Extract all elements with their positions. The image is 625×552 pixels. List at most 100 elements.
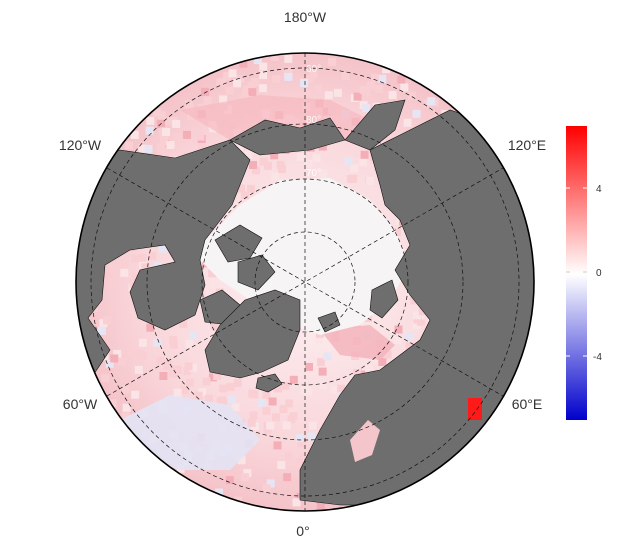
anomaly-grid-cell (318, 367, 327, 376)
anomaly-grid-cell (253, 56, 262, 65)
anomaly-grid-cell (259, 62, 268, 71)
anomaly-grid-cell (204, 394, 213, 403)
anomaly-grid-cell (289, 375, 298, 384)
anomaly-grid-cell (394, 325, 403, 334)
anomaly-grid-cell (146, 323, 155, 332)
anomaly-grid-cell (344, 157, 353, 166)
anomaly-grid-cell (270, 151, 279, 160)
anomaly-grid-cell (304, 387, 313, 396)
anomaly-grid-cell (173, 133, 182, 141)
landmass-novaya-zemlya (369, 279, 399, 319)
anomaly-grid-cell (237, 184, 245, 193)
anomaly-grid-cell (295, 457, 304, 466)
landmass-svalbard (317, 311, 341, 333)
anomaly-grid-cell (292, 498, 301, 507)
anomaly-grid-cell (248, 88, 257, 97)
anomaly-grid-cell (225, 206, 234, 215)
anomaly-grid-cell (259, 157, 268, 166)
anomaly-grid-cell (392, 228, 401, 236)
anomaly-grid-cell (134, 365, 143, 374)
anomaly-grid-cell (282, 421, 291, 430)
anomaly-grid-cell (210, 322, 219, 331)
anomaly-grid-cell (180, 386, 189, 394)
anomaly-grid-cell (341, 72, 350, 80)
anomaly-grid-cell (266, 479, 275, 488)
anomaly-grid-cell (257, 398, 266, 407)
anomaly-grid-cell (272, 75, 281, 84)
colorbar: 4 0 -4 (566, 126, 602, 420)
warm-anomaly-patch-barents (320, 325, 395, 360)
anomaly-grid-cell (235, 143, 244, 152)
anomaly-grid-cell (138, 144, 147, 153)
anomaly-grid-cell (162, 128, 171, 136)
anomaly-grid-cell (408, 91, 417, 100)
anomaly-grid-cell (109, 265, 118, 273)
anomaly-grid-cell (196, 132, 205, 141)
anomaly-grid-cell (153, 338, 162, 347)
anomaly-grid-cell (248, 389, 257, 398)
anomaly-grid-cell (125, 141, 134, 150)
anomaly-grid-cell (110, 354, 119, 363)
anomaly-grid-cell (225, 86, 234, 95)
anomaly-grid-cell (297, 439, 306, 448)
anomaly-grid-cell (393, 335, 402, 344)
anomaly-grid-cell (249, 161, 257, 169)
anomaly-grid-cell (237, 456, 246, 465)
anomaly-grid-cell (266, 421, 275, 430)
anomaly-grid-cell (264, 161, 272, 170)
latitude-circle-80 (254, 231, 356, 333)
anomaly-grid-cell (307, 432, 316, 441)
anomaly-grid-cell (403, 118, 412, 127)
anomaly-grid-cell (314, 85, 323, 93)
anomaly-grid-cell (404, 332, 413, 341)
anomaly-grid-cell (159, 372, 168, 380)
anomaly-grid-cell (316, 501, 325, 510)
longitude-label-60e: 60°E (512, 396, 543, 412)
anomaly-grid-cell (287, 415, 296, 424)
anomaly-grid-cell (138, 338, 147, 347)
strong-warm-anomaly (468, 398, 482, 420)
anomaly-grid-cell (296, 153, 305, 161)
anomaly-grid-cell (101, 374, 110, 383)
anomaly-grid-cell (201, 87, 210, 96)
anomaly-grid-cell (130, 130, 139, 139)
anomaly-grid-cell (375, 85, 384, 93)
anomaly-grid-cell (366, 81, 375, 90)
longitude-label-120w: 120°W (59, 137, 102, 153)
anomaly-grid-cell (159, 137, 168, 146)
anomaly-grid-cell (247, 184, 255, 193)
anomaly-grid-cell (219, 398, 228, 407)
anomaly-grid-cell (300, 79, 309, 87)
map-disc (76, 53, 534, 511)
anomaly-grid-cell (382, 65, 391, 74)
anomaly-grid-cell (189, 332, 197, 340)
anomaly-grid-cell (304, 90, 313, 99)
longitude-label-180w: 180°W (284, 9, 327, 25)
anomaly-grid-cell (241, 473, 249, 482)
anomaly-grid-cell (179, 319, 188, 328)
landmass-north-america (76, 139, 251, 381)
anomaly-grid-cell (236, 75, 245, 84)
anomaly-grid-cell (360, 150, 369, 159)
anomaly-grid-cell (148, 389, 157, 398)
anomaly-grid-cell (318, 381, 327, 390)
anomaly-grid-cell (168, 370, 177, 379)
anomaly-grid-cell (189, 363, 198, 372)
anomaly-grid-cell (268, 397, 277, 406)
latitude-label-80: 80° (306, 115, 321, 126)
landmass-greenland (204, 289, 301, 379)
landmass-alaska (229, 117, 346, 156)
colorbar-gradient (566, 126, 587, 420)
anomaly-grid-cell (242, 85, 251, 94)
anomaly-grid-cell (330, 385, 339, 394)
anomaly-grid-cell (208, 373, 217, 382)
anomaly-grid-cell (413, 315, 422, 324)
anomaly-grid-cell (156, 143, 165, 152)
anomaly-grid-cell (295, 434, 304, 442)
anomaly-grid-cell (216, 78, 225, 87)
anomaly-grid-cell (249, 411, 258, 420)
anomaly-grid-cell (359, 158, 368, 167)
anomaly-grid-cell (185, 378, 194, 387)
anomaly-grid-cell (166, 141, 175, 149)
